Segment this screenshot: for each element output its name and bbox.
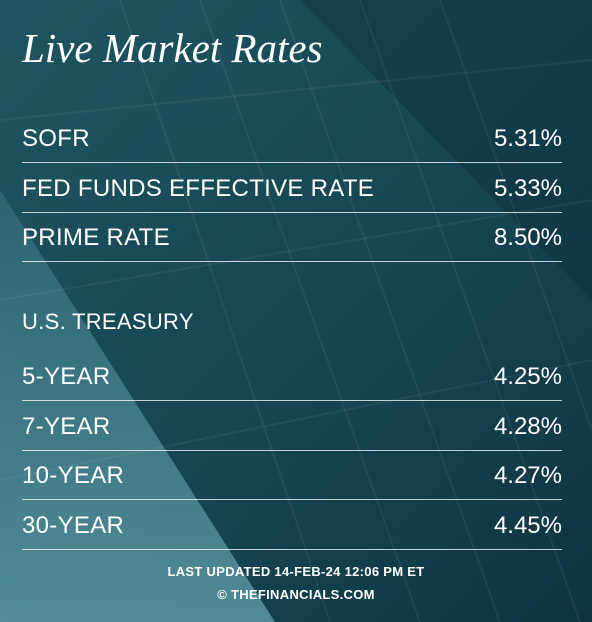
rate-value: 5.31% [493, 125, 562, 152]
rate-value: 5.33% [493, 174, 562, 202]
rate-label: 30-YEAR [22, 511, 125, 539]
rate-row: 30-YEAR 4.45% [22, 500, 562, 550]
rate-value: 4.28% [493, 412, 562, 440]
rate-value: 4.27% [493, 462, 562, 489]
rate-row: FED FUNDS EFFECTIVE RATE 5.33% [22, 163, 562, 213]
rate-label: SOFR [22, 125, 90, 152]
rate-row: 10-YEAR 4.27% [22, 450, 562, 500]
last-updated: LAST UPDATED 14-FEB-24 12:06 PM ET [167, 564, 425, 579]
rate-value: 4.25% [493, 363, 562, 390]
rate-label: 7-YEAR [22, 412, 111, 440]
section-heading: U.S. TREASURY [22, 309, 194, 334]
rate-label: FED FUNDS EFFECTIVE RATE [22, 174, 375, 202]
rate-label: 10-YEAR [22, 462, 125, 489]
rate-label: PRIME RATE [22, 224, 170, 251]
rate-row: 5-YEAR 4.25% [22, 351, 562, 401]
rate-row: 7-YEAR 4.28% [22, 401, 562, 451]
rate-value: 8.50% [493, 224, 562, 251]
rate-row: PRIME RATE 8.50% [22, 212, 562, 262]
source: © THEFINANCIALS.COM [217, 587, 375, 602]
rate-row: SOFR 5.31% [22, 113, 562, 163]
rate-value: 4.45% [493, 511, 562, 539]
title: Live Market Rates [22, 25, 323, 71]
rate-label: 5-YEAR [22, 363, 111, 390]
